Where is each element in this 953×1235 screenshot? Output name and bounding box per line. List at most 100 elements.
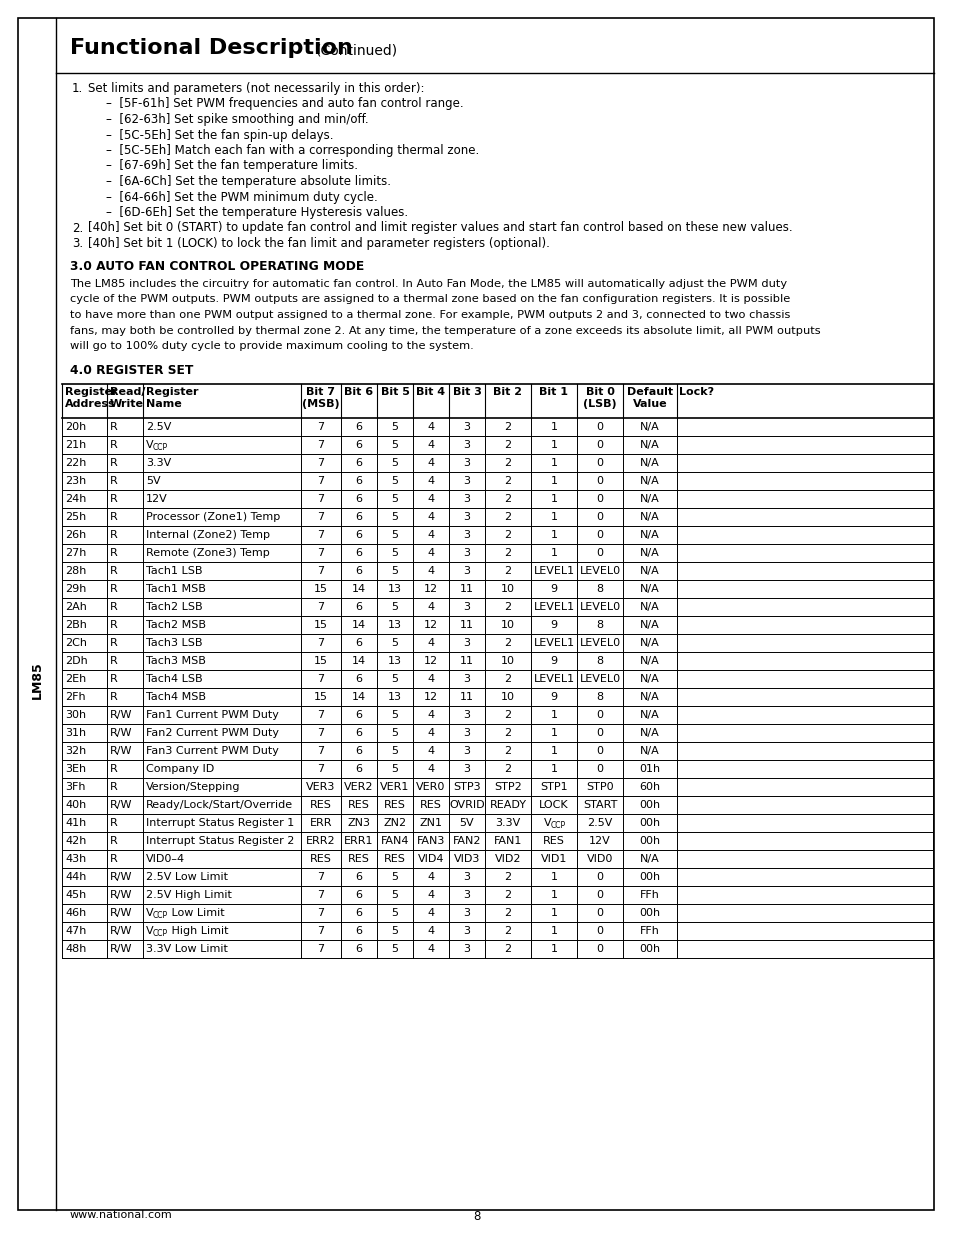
Text: 4: 4 — [427, 908, 435, 918]
Text: 5: 5 — [391, 513, 398, 522]
Text: 9: 9 — [550, 692, 557, 701]
Text: N/A: N/A — [639, 566, 659, 576]
Text: Value: Value — [632, 399, 666, 409]
Text: 6: 6 — [355, 548, 362, 558]
Text: 0: 0 — [596, 764, 603, 774]
Text: R: R — [110, 818, 117, 827]
Text: –  [64-66h] Set the PWM minimum duty cycle.: – [64-66h] Set the PWM minimum duty cycl… — [106, 190, 377, 204]
Text: 0: 0 — [596, 548, 603, 558]
Text: 29h: 29h — [65, 584, 87, 594]
Text: N/A: N/A — [639, 513, 659, 522]
Text: 00h: 00h — [639, 800, 659, 810]
Text: 26h: 26h — [65, 530, 86, 540]
Text: 4: 4 — [427, 764, 435, 774]
Text: 5: 5 — [391, 548, 398, 558]
Text: 01h: 01h — [639, 764, 659, 774]
Text: 2: 2 — [504, 422, 511, 432]
Text: 1: 1 — [550, 440, 557, 450]
Text: ERR1: ERR1 — [344, 836, 374, 846]
Text: 3: 3 — [463, 674, 470, 684]
Text: R: R — [110, 692, 117, 701]
Text: 7: 7 — [317, 566, 324, 576]
Text: 42h: 42h — [65, 836, 87, 846]
Text: Fan3 Current PWM Duty: Fan3 Current PWM Duty — [146, 746, 278, 756]
Text: N/A: N/A — [639, 692, 659, 701]
Text: 6: 6 — [355, 475, 362, 487]
Text: 14: 14 — [352, 584, 366, 594]
Text: will go to 100% duty cycle to provide maximum cooling to the system.: will go to 100% duty cycle to provide ma… — [70, 341, 474, 351]
Text: 8: 8 — [596, 584, 603, 594]
Text: Tach2 MSB: Tach2 MSB — [146, 620, 206, 630]
Text: 12: 12 — [423, 584, 437, 594]
Text: 41h: 41h — [65, 818, 86, 827]
Text: 13: 13 — [388, 692, 401, 701]
Text: 3.3V Low Limit: 3.3V Low Limit — [146, 944, 228, 953]
Text: 1: 1 — [550, 422, 557, 432]
Text: FFh: FFh — [639, 926, 659, 936]
Text: VID2: VID2 — [495, 853, 520, 864]
Text: 3: 3 — [463, 494, 470, 504]
Text: RES: RES — [310, 800, 332, 810]
Text: V: V — [146, 926, 153, 936]
Text: R/W: R/W — [110, 800, 132, 810]
Text: R/W: R/W — [110, 890, 132, 900]
Text: R: R — [110, 836, 117, 846]
Text: cycle of the PWM outputs. PWM outputs are assigned to a thermal zone based on th: cycle of the PWM outputs. PWM outputs ar… — [70, 294, 789, 305]
Text: 32h: 32h — [65, 746, 86, 756]
Text: V: V — [543, 818, 551, 827]
Text: RES: RES — [542, 836, 564, 846]
Text: Register: Register — [65, 387, 117, 396]
Text: 11: 11 — [459, 620, 474, 630]
Text: to have more than one PWM output assigned to a thermal zone. For example, PWM ou: to have more than one PWM output assigne… — [70, 310, 789, 320]
Text: R/W: R/W — [110, 727, 132, 739]
Text: 00h: 00h — [639, 818, 659, 827]
Text: STP1: STP1 — [539, 782, 567, 792]
Text: –  [5C-5Eh] Set the fan spin-up delays.: – [5C-5Eh] Set the fan spin-up delays. — [106, 128, 334, 142]
Text: LOCK: LOCK — [538, 800, 568, 810]
Text: V: V — [146, 440, 153, 450]
Text: Functional Description: Functional Description — [70, 38, 353, 58]
Text: FFh: FFh — [639, 890, 659, 900]
Text: 12V: 12V — [589, 836, 610, 846]
Text: 6: 6 — [355, 746, 362, 756]
Text: 0: 0 — [596, 475, 603, 487]
Text: R/W: R/W — [110, 746, 132, 756]
Text: VID0–4: VID0–4 — [146, 853, 185, 864]
Text: Fan2 Current PWM Duty: Fan2 Current PWM Duty — [146, 727, 278, 739]
Text: 2: 2 — [504, 674, 511, 684]
Text: 11: 11 — [459, 656, 474, 666]
Text: (LSB): (LSB) — [582, 399, 617, 409]
Text: 45h: 45h — [65, 890, 86, 900]
Text: The LM85 includes the circuitry for automatic fan control. In Auto Fan Mode, the: The LM85 includes the circuitry for auto… — [70, 279, 786, 289]
Text: 5: 5 — [391, 440, 398, 450]
Text: 0: 0 — [596, 746, 603, 756]
Text: –  [67-69h] Set the fan temperature limits.: – [67-69h] Set the fan temperature limit… — [106, 159, 357, 173]
Text: 15: 15 — [314, 656, 328, 666]
Text: Address: Address — [65, 399, 115, 409]
Text: Bit 5: Bit 5 — [380, 387, 409, 396]
Text: LEVEL0: LEVEL0 — [578, 638, 619, 648]
Text: 8: 8 — [473, 1210, 480, 1223]
Text: 7: 7 — [317, 422, 324, 432]
Text: N/A: N/A — [639, 674, 659, 684]
Text: 1: 1 — [550, 710, 557, 720]
Text: 5: 5 — [391, 908, 398, 918]
Text: 7: 7 — [317, 872, 324, 882]
Text: 5: 5 — [391, 494, 398, 504]
Text: 4: 4 — [427, 513, 435, 522]
Text: STP3: STP3 — [453, 782, 480, 792]
Text: 5: 5 — [391, 458, 398, 468]
Text: 3: 3 — [463, 638, 470, 648]
Text: CCP: CCP — [152, 911, 168, 920]
Text: 7: 7 — [317, 944, 324, 953]
Text: 5: 5 — [391, 764, 398, 774]
Text: 1: 1 — [550, 764, 557, 774]
Text: 3: 3 — [463, 746, 470, 756]
Text: N/A: N/A — [639, 638, 659, 648]
Text: 7: 7 — [317, 601, 324, 613]
Text: Lock?: Lock? — [679, 387, 714, 396]
Text: 1: 1 — [550, 530, 557, 540]
Text: Company ID: Company ID — [146, 764, 214, 774]
Text: Interrupt Status Register 2: Interrupt Status Register 2 — [146, 836, 294, 846]
Text: Remote (Zone3) Temp: Remote (Zone3) Temp — [146, 548, 270, 558]
